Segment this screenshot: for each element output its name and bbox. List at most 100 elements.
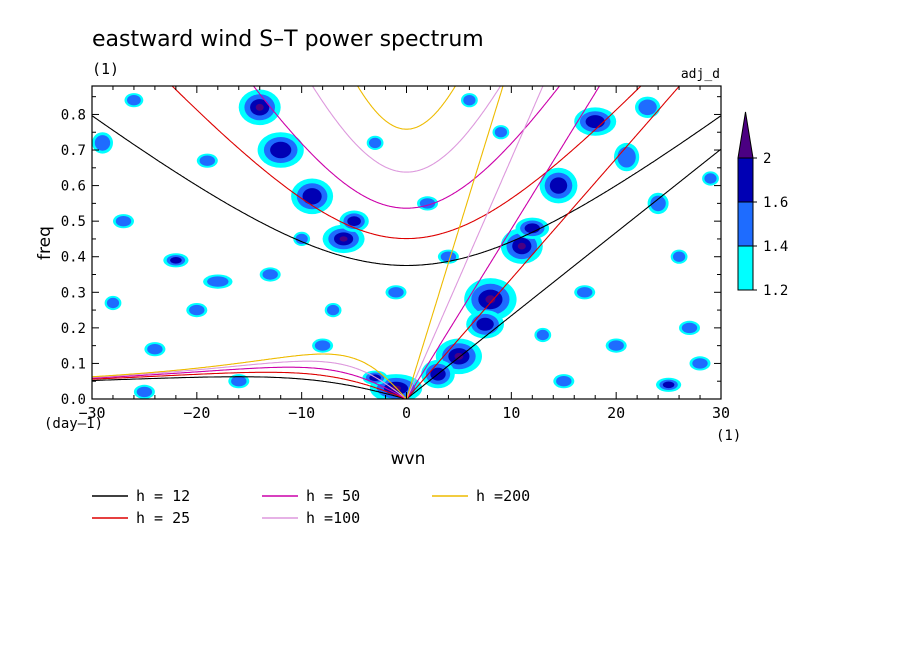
curve-rossby-h25 <box>92 371 407 399</box>
contour-blob-35-level-2 <box>681 322 698 334</box>
legend-label-h200: h =200 <box>476 487 530 505</box>
contour-blob-44-level-2 <box>463 95 476 106</box>
legend-label-h100: h =100 <box>306 509 360 527</box>
contour-blob-45-level-2 <box>369 137 382 149</box>
y-tick-label: 0.6 <box>61 179 86 195</box>
contour-blob-8-level-2 <box>617 146 636 168</box>
contour-blob-16-level-3 <box>347 216 361 227</box>
y-axis-title: freq <box>35 226 55 260</box>
x-tick-label: −10 <box>288 404 315 422</box>
curve-inertia-gravity-h12 <box>92 115 721 267</box>
curve-rossby-h50 <box>92 366 407 399</box>
x-axis: −30 −20 −10 0 10 20 30 <box>78 86 730 422</box>
x-tick-label: −30 <box>78 404 105 422</box>
colorbar: 1.2 1.4 1.6 2 <box>737 111 788 299</box>
plot-frame <box>91 85 722 400</box>
contour-blob-32-level-2 <box>440 251 457 262</box>
contour-blob-46-level-2 <box>327 304 340 316</box>
contour-blob-1-level-4 <box>485 295 496 304</box>
y-tick-label: 0.8 <box>61 107 86 123</box>
contour-blob-23-level-2 <box>136 386 153 398</box>
curve-inertia-gravity-h100 <box>311 86 502 173</box>
contour-blob-43-level-2 <box>494 127 507 138</box>
x-tick-label: 10 <box>502 404 520 422</box>
contour-blob-15-level-4 <box>339 236 348 242</box>
y-tick-label: 0.4 <box>61 250 86 266</box>
y-tick-label: 0.5 <box>61 214 86 230</box>
chart-subtitle: (1) <box>92 60 119 78</box>
chart-tag: adj_d <box>681 67 720 82</box>
colorbar-segment-2 <box>737 201 754 247</box>
contour-blob-29-level-2 <box>126 95 141 106</box>
contour-blob-3-level-3 <box>549 177 568 194</box>
contour-blob-38-level-2 <box>673 251 686 262</box>
colorbar-label: 1.2 <box>763 283 788 299</box>
contour-blob-27-level-2 <box>147 344 163 355</box>
curve-kelvin-h12 <box>406 148 721 399</box>
contour-blob-9-level-3 <box>662 381 675 389</box>
contour-blob-37-level-2 <box>556 376 572 387</box>
x-tick-label: 0 <box>402 404 411 422</box>
colorbar-segment-3 <box>737 157 754 203</box>
contour-blob-40-level-2 <box>106 297 120 309</box>
curve-rossby-h100 <box>92 360 407 399</box>
contour-blob-28-level-2 <box>262 269 278 280</box>
contour-blob-26-level-2 <box>189 304 205 316</box>
x-tick-label: −20 <box>183 404 210 422</box>
curve-kelvin-h200 <box>405 86 504 399</box>
power-contours <box>92 89 719 399</box>
contour-blob-33-level-2 <box>577 287 593 298</box>
y-unit-label: (day–1) <box>44 416 103 432</box>
legend-label-h50: h = 50 <box>306 487 360 505</box>
contour-blob-0-level-4 <box>454 352 464 360</box>
curve-inertia-gravity-h200 <box>356 86 457 130</box>
x-tick-label: 30 <box>712 404 730 422</box>
curve-inertia-gravity-h25 <box>171 86 642 240</box>
colorbar-segment-1 <box>737 245 754 291</box>
colorbar-arrow <box>737 111 754 159</box>
curve-rossby-h12 <box>92 376 407 399</box>
contour-blob-34-level-2 <box>608 340 624 351</box>
x-unit-label: (1) <box>716 428 741 444</box>
contour-blob-14-level-3 <box>302 188 322 205</box>
contour-blob-47-level-2 <box>536 329 549 341</box>
y-axis: 0.0 0.1 0.2 0.3 0.4 0.5 0.6 0.7 0.8 <box>61 96 721 408</box>
contour-blob-22-level-2 <box>199 155 215 166</box>
legend-label-h25: h = 25 <box>136 509 190 527</box>
chart-title: eastward wind S–T power spectrum <box>92 27 484 52</box>
contour-blob-13-level-3 <box>270 141 292 159</box>
contour-blob-20-level-2 <box>94 135 111 151</box>
colorbar-label: 1.6 <box>763 195 788 211</box>
contour-blob-10-level-2 <box>638 99 657 116</box>
curve-kelvin-h100 <box>405 86 544 399</box>
contour-blob-12-level-4 <box>255 103 264 111</box>
y-tick-label: 0.1 <box>61 356 86 372</box>
x-axis-title: wvn <box>391 449 426 469</box>
y-tick-label: 0.2 <box>61 321 86 337</box>
x-tick-label: 20 <box>607 404 625 422</box>
colorbar-label: 2 <box>763 151 771 167</box>
contour-blob-42-level-2 <box>295 233 308 245</box>
contour-blob-11-level-2 <box>650 195 666 212</box>
contour-blob-25-level-2 <box>207 276 229 287</box>
contour-blob-31-level-2 <box>388 287 404 298</box>
contour-blob-39-level-2 <box>704 173 717 184</box>
curve-kelvin-h50 <box>406 86 601 399</box>
y-tick-label: 0.7 <box>61 143 86 159</box>
legend-label-h12: h = 12 <box>136 487 190 505</box>
contour-blob-2-level-4 <box>517 242 526 250</box>
contour-blob-4-level-3 <box>585 115 605 129</box>
contour-blob-36-level-2 <box>692 358 708 369</box>
y-tick-label: 0.0 <box>61 392 86 408</box>
contour-blob-19-level-3 <box>170 257 182 264</box>
y-tick-label: 0.3 <box>61 285 86 301</box>
contour-blob-7-level-3 <box>476 317 494 331</box>
legend: h = 12 h = 25 h = 50 h =100 h =200 <box>92 487 530 527</box>
dispersion-curves <box>92 86 721 399</box>
contour-blob-21-level-2 <box>115 216 132 227</box>
curve-rossby-h200 <box>92 353 407 399</box>
curve-inertia-gravity-h50 <box>252 86 561 209</box>
curve-kelvin-h25 <box>406 86 681 399</box>
contour-blob-41-level-2 <box>231 376 247 387</box>
